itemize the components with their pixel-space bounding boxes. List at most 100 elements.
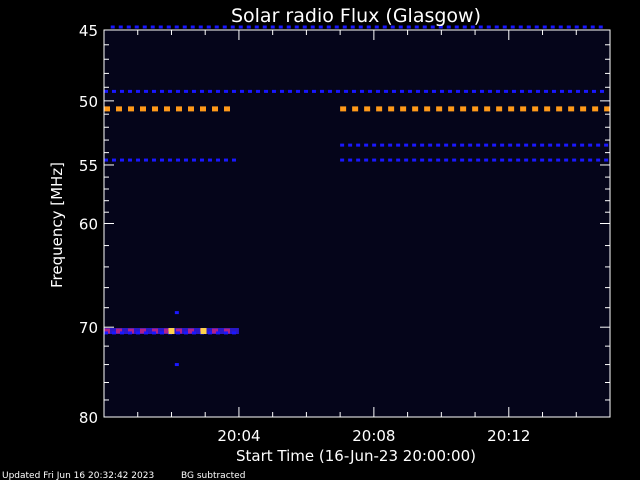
emission-mark: [472, 89, 476, 93]
emission-mark: [128, 331, 132, 335]
emission-mark: [380, 143, 385, 147]
emission-mark: [492, 143, 497, 147]
emission-mark: [528, 89, 532, 93]
emission-mark: [428, 143, 433, 147]
emission-mark: [224, 89, 228, 93]
emission-mark: [604, 143, 609, 147]
emission-mark: [478, 25, 483, 29]
emission-mark: [524, 158, 529, 162]
emission-mark: [112, 158, 116, 162]
emission-mark: [328, 89, 332, 93]
emission-mark: [452, 143, 457, 147]
emission-mark: [310, 25, 315, 29]
emission-mark: [408, 89, 412, 93]
emission-mark: [104, 106, 110, 112]
emission-mark: [568, 106, 575, 112]
emission-mark: [470, 25, 475, 29]
emission-mark: [134, 25, 139, 29]
emission-mark: [198, 25, 203, 29]
emission-mark: [556, 143, 561, 147]
emission-mark: [212, 328, 218, 334]
emission-mark: [432, 89, 436, 93]
emission-mark: [296, 89, 300, 93]
emission-mark: [230, 25, 235, 29]
emission-mark: [412, 143, 417, 147]
emission-mark: [200, 89, 204, 93]
emission-mark: [214, 25, 219, 29]
emission-mark: [188, 106, 194, 112]
emission-mark: [176, 328, 182, 334]
emission-mark: [504, 89, 508, 93]
emission-mark: [462, 25, 467, 29]
emission-mark: [142, 25, 147, 29]
emission-mark: [560, 89, 564, 93]
plot-area: [104, 30, 610, 417]
emission-mark: [576, 89, 580, 93]
emission-mark: [444, 158, 449, 162]
emission-mark: [396, 143, 401, 147]
emission-mark: [232, 89, 236, 93]
emission-mark: [152, 331, 156, 335]
emission-mark: [572, 143, 577, 147]
emission-mark: [144, 158, 148, 162]
emission-mark: [520, 89, 524, 93]
emission-mark: [494, 25, 499, 29]
emission-mark: [592, 106, 599, 112]
emission-mark: [164, 328, 170, 334]
emission-mark: [400, 106, 407, 112]
emission-mark: [340, 106, 347, 112]
emission-mark: [380, 158, 385, 162]
y-tick-label: 80: [79, 409, 98, 427]
emission-mark: [372, 143, 377, 147]
emission-mark: [544, 89, 548, 93]
emission-mark: [286, 25, 291, 29]
emission-mark: [524, 143, 529, 147]
emission-mark: [500, 143, 505, 147]
emission-mark: [454, 25, 459, 29]
emission-mark: [574, 25, 579, 29]
emission-mark: [372, 158, 377, 162]
emission-mark: [536, 89, 540, 93]
emission-mark: [476, 158, 481, 162]
emission-mark: [384, 89, 388, 93]
emission-mark: [352, 106, 359, 112]
emission-mark: [596, 158, 601, 162]
emission-mark: [398, 25, 403, 29]
emission-mark: [360, 89, 364, 93]
emission-mark: [174, 311, 179, 315]
emission-mark: [232, 331, 236, 335]
emission-mark: [440, 89, 444, 93]
emission-mark: [420, 158, 425, 162]
emission-mark: [116, 106, 122, 112]
emission-mark: [548, 158, 553, 162]
emission-mark: [580, 106, 587, 112]
y-tick-label: 50: [79, 93, 98, 111]
emission-mark: [364, 106, 371, 112]
emission-mark: [336, 89, 340, 93]
emission-mark: [412, 106, 419, 112]
emission-mark: [208, 89, 212, 93]
emission-mark: [484, 158, 489, 162]
emission-mark: [568, 89, 572, 93]
emission-mark: [192, 158, 196, 162]
emission-mark: [548, 143, 553, 147]
emission-mark: [540, 158, 545, 162]
emission-mark: [556, 106, 563, 112]
emission-mark: [152, 328, 158, 334]
emission-mark: [366, 25, 371, 29]
emission-mark: [400, 89, 404, 93]
emission-mark: [596, 143, 601, 147]
emission-mark: [412, 158, 417, 162]
emission-mark: [304, 89, 308, 93]
emission-mark: [176, 89, 180, 93]
emission-mark: [358, 25, 363, 29]
emission-mark: [446, 25, 451, 29]
x-axis-ticks: 20:04 20:08 20:12: [137, 30, 577, 445]
emission-mark: [516, 158, 521, 162]
emission-mark: [564, 158, 569, 162]
emission-mark: [302, 25, 307, 29]
x-axis-label: Start Time (16-Jun-23 20:00:00): [236, 447, 476, 465]
emission-mark: [604, 158, 609, 162]
emission-mark: [246, 25, 251, 29]
emission-mark: [208, 158, 212, 162]
